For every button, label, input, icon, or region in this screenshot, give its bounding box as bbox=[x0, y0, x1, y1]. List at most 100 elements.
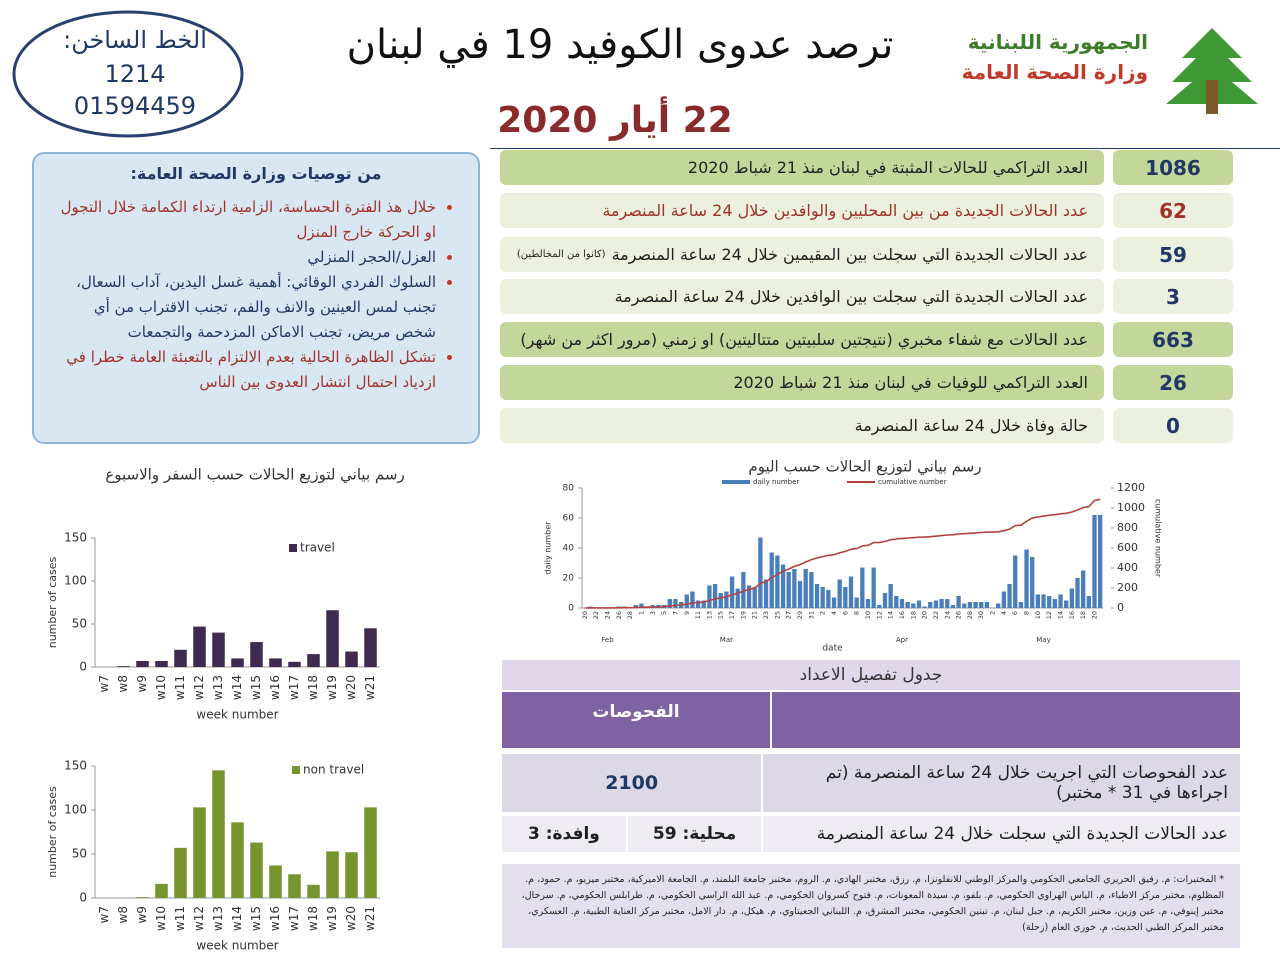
stat-value: 3 bbox=[1113, 279, 1233, 314]
y-tick-label: 40 bbox=[563, 544, 575, 554]
y2-tick-label: 400 bbox=[1117, 561, 1138, 574]
bar bbox=[888, 584, 893, 608]
legend-swatch bbox=[292, 766, 300, 774]
x-tick-label: 20 bbox=[1091, 611, 1099, 619]
bar bbox=[803, 569, 808, 608]
page-title: ترصد عدوى الكوفيد 19 في لبنان bbox=[346, 22, 894, 68]
x-tick-label: w18 bbox=[306, 675, 320, 700]
bar bbox=[837, 579, 842, 608]
x-tick-label: 10 bbox=[1034, 611, 1042, 619]
x-tick-label: 10 bbox=[864, 611, 872, 619]
bar bbox=[673, 599, 678, 608]
stat-text: عدد الحالات الجديدة التي سجلت بين المقيم… bbox=[611, 245, 1088, 264]
bar bbox=[364, 807, 377, 898]
cumulative-line bbox=[584, 498, 1101, 609]
y-tick-label: 100 bbox=[64, 803, 87, 817]
x-tick-label: 2 bbox=[819, 611, 827, 615]
x-tick-label: 18 bbox=[909, 611, 917, 619]
x-tick-label: 24 bbox=[943, 611, 951, 619]
bar bbox=[984, 602, 990, 608]
bar bbox=[667, 599, 672, 608]
recommendations: من توصيات وزارة الصحة العامة: خلال هذ ال… bbox=[32, 152, 480, 444]
bar bbox=[854, 597, 859, 608]
stat-value: 663 bbox=[1113, 322, 1233, 357]
bar bbox=[843, 587, 848, 608]
bar bbox=[979, 602, 984, 608]
x-tick-label: 20 bbox=[921, 611, 929, 619]
bar bbox=[735, 588, 740, 608]
x-tick-label: w8 bbox=[116, 906, 130, 923]
month-label: Apr bbox=[896, 636, 908, 644]
bar bbox=[690, 591, 695, 608]
x-tick-label: w18 bbox=[306, 906, 320, 931]
x-tick-label: 22 bbox=[932, 611, 940, 619]
bar bbox=[345, 852, 358, 898]
x-tick-label: w19 bbox=[325, 906, 339, 931]
x-tick-label: w12 bbox=[192, 675, 206, 700]
x-tick-label: w15 bbox=[249, 675, 263, 700]
x-tick-label: w10 bbox=[154, 906, 168, 931]
stat-text: حالة وفاة خلال 24 ساعة المنصرمة bbox=[854, 416, 1088, 435]
x-tick-label: w21 bbox=[363, 675, 377, 700]
bar bbox=[288, 661, 301, 667]
bar bbox=[769, 552, 774, 608]
x-tick-label: 19 bbox=[739, 611, 747, 619]
bar bbox=[712, 584, 718, 608]
bar bbox=[718, 593, 723, 608]
bar bbox=[1013, 555, 1018, 608]
legend-swatch bbox=[289, 544, 297, 552]
bar bbox=[922, 606, 927, 608]
bar bbox=[775, 555, 780, 608]
bar bbox=[155, 883, 168, 898]
stat-label: حالة وفاة خلال 24 ساعة المنصرمة bbox=[500, 408, 1104, 443]
bar bbox=[967, 602, 973, 608]
stat-text: عدد الحالات مع شفاء مخبري (نتيجتين سلبيت… bbox=[520, 330, 1088, 349]
x-tick-label: 12 bbox=[875, 611, 883, 619]
bar bbox=[945, 599, 950, 608]
bar bbox=[1007, 584, 1012, 608]
bar bbox=[1030, 557, 1035, 608]
month-label: Mar bbox=[720, 636, 733, 644]
bar bbox=[1052, 599, 1058, 608]
bar bbox=[661, 605, 667, 608]
bar bbox=[809, 572, 814, 608]
recommendation: السلوك الفردي الوقائي: أهمية غسل اليدين،… bbox=[56, 270, 436, 345]
bar bbox=[956, 596, 961, 608]
bar bbox=[1075, 578, 1080, 608]
bar bbox=[1064, 600, 1069, 608]
x-tick-label: 12 bbox=[1045, 611, 1053, 619]
x-tick-label: w21 bbox=[363, 906, 377, 931]
x-tick-label: w17 bbox=[287, 675, 301, 700]
detail-table: جدول تفصيل الاعداد الفحوصات 2100 عدد الف… bbox=[502, 660, 1240, 852]
table-header: الفحوصات bbox=[502, 692, 1240, 748]
bar bbox=[588, 606, 593, 608]
legend-label: travel bbox=[300, 541, 335, 555]
legend-label: cumulative number bbox=[878, 478, 947, 486]
bar bbox=[1024, 549, 1029, 608]
x-tick-label: w16 bbox=[268, 675, 282, 700]
x-tick-label: 29 bbox=[796, 611, 804, 619]
bar bbox=[231, 658, 244, 667]
bar bbox=[724, 591, 729, 608]
y-tick-label: 60 bbox=[563, 514, 575, 524]
bar bbox=[656, 605, 661, 608]
y-tick-label: 150 bbox=[64, 531, 87, 545]
x-tick-label: 16 bbox=[1068, 611, 1076, 619]
x-tick-label: w11 bbox=[173, 675, 187, 700]
stat-text: عدد الحالات الجديدة من بين المحليين والو… bbox=[602, 201, 1088, 220]
bar bbox=[326, 851, 339, 898]
x-tick-label: w14 bbox=[230, 906, 244, 931]
bar bbox=[871, 567, 876, 608]
x-tick-label: 4 bbox=[1000, 611, 1008, 615]
stat-label: عدد الحالات الجديدة من بين المحليين والو… bbox=[500, 193, 1104, 228]
stat-text: العدد التراكمي للوفيات في لبنان منذ 21 ش… bbox=[733, 373, 1088, 392]
bar bbox=[758, 537, 763, 608]
x-tick-label: 20 bbox=[581, 611, 589, 619]
bar bbox=[622, 606, 627, 608]
bar bbox=[894, 596, 899, 608]
x-tick-label: 17 bbox=[728, 611, 736, 619]
bar bbox=[174, 847, 187, 898]
table-cell: عدد الفحوصات التي اجريت خلال 24 ساعة الم… bbox=[763, 754, 1240, 812]
bar bbox=[1035, 594, 1041, 608]
x-tick-label: 7 bbox=[671, 611, 679, 615]
